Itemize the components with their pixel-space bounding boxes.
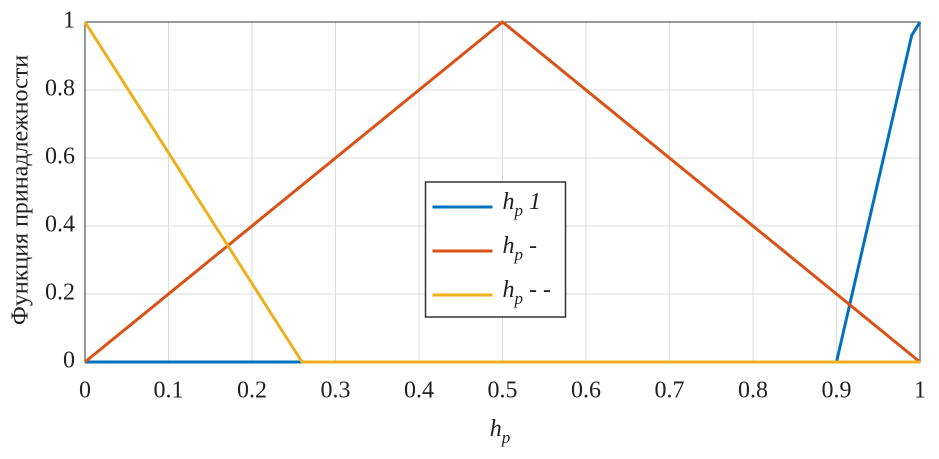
x-tick-label: 0.2 — [237, 378, 267, 404]
x-tick-label: 0.3 — [321, 378, 351, 404]
x-axis-label: hp — [490, 416, 511, 447]
x-tick-label: 0.8 — [738, 378, 768, 404]
y-tick-label: 1 — [63, 8, 75, 34]
series-line — [84, 20, 921, 364]
series-line — [83, 21, 920, 364]
x-tick-label: 1 — [914, 378, 926, 404]
x-tick-label: 0.1 — [154, 378, 184, 404]
legend-label: hp - - — [503, 277, 551, 308]
x-tick-label: 0.6 — [571, 378, 601, 404]
x-tick-label: 0.9 — [822, 378, 852, 404]
y-tick-label: 0.8 — [45, 76, 75, 102]
y-tick-label: 0.6 — [45, 144, 75, 170]
x-tick-label: 0.7 — [655, 378, 685, 404]
y-axis-label: Функция принадлежности — [8, 55, 34, 325]
y-tick-label: 0.4 — [45, 212, 75, 238]
x-tick-label: 0.5 — [488, 378, 518, 404]
x-tick-label: 0 — [79, 378, 91, 404]
y-tick-label: 0 — [63, 348, 75, 374]
legend-label: hp 1 — [503, 189, 542, 220]
legend-label: hp - — [503, 233, 538, 264]
x-tick-label: 0.4 — [404, 378, 434, 404]
y-tick-label: 0.2 — [45, 280, 75, 306]
